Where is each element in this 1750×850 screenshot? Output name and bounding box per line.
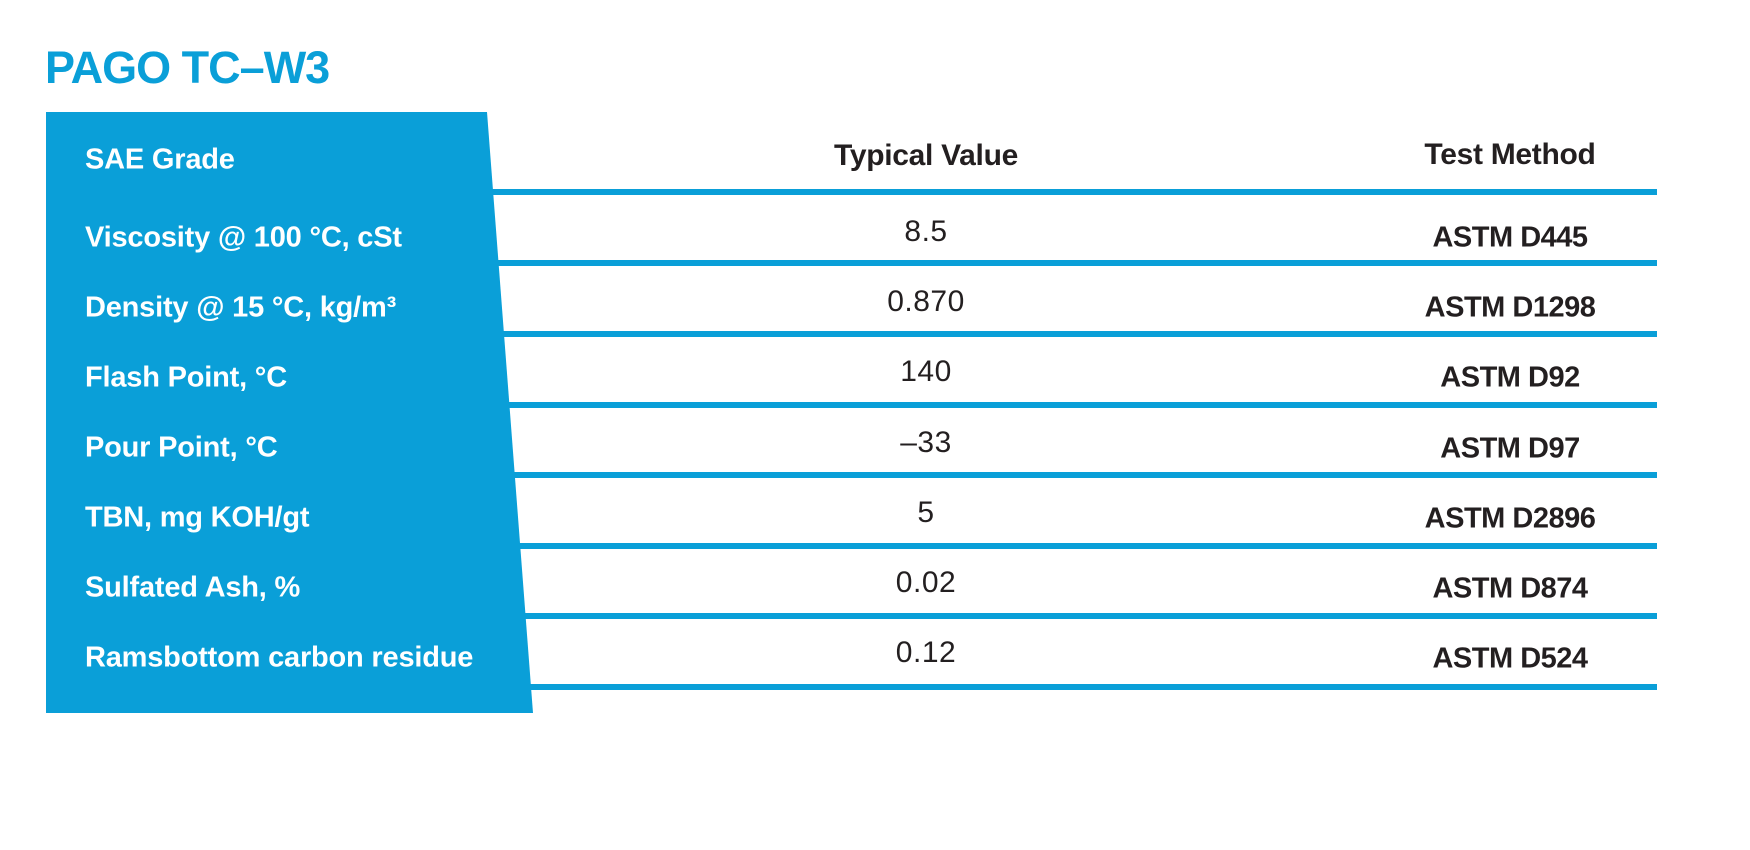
row-separator [460,331,1657,337]
property-panel [46,112,533,713]
page-title: PAGO TC–W3 [45,42,330,93]
row-label: Pour Point, °C [85,431,278,464]
row-separator [460,684,1657,690]
spec-value: 8.5 [904,215,948,248]
test-method: ASTM D97 [1440,432,1580,465]
test-method: ASTM D2896 [1424,502,1596,535]
row-label: Viscosity @ 100 °C, cSt [85,221,402,254]
grade-column-header: SAE Grade [85,143,235,176]
row-separator [460,543,1657,549]
row-label: Density @ 15 °C, kg/m³ [85,291,397,324]
row-separator [460,613,1657,619]
spec-value: 0.870 [887,285,965,318]
spec-value: –33 [900,426,952,459]
row-label: Sulfated Ash, % [85,571,301,604]
row-label: TBN, mg KOH/gt [85,501,310,534]
row-separator [460,260,1657,266]
row-separator [460,189,1657,195]
test-method: ASTM D445 [1432,221,1588,254]
spec-value: 5 [917,496,935,529]
spec-value: 0.12 [895,636,957,669]
row-separator [460,472,1657,478]
test-method-column-header: Test Method [1424,138,1596,171]
row-label: Ramsbottom carbon residue [85,641,474,674]
test-method: ASTM D1298 [1424,291,1596,324]
test-method: ASTM D874 [1432,572,1588,605]
row-separator [460,402,1657,408]
typical-value-column-header: Typical Value [834,139,1018,172]
test-method: ASTM D524 [1432,642,1588,675]
spec-value: 0.02 [895,566,957,599]
test-method: ASTM D92 [1440,361,1580,394]
row-label: Flash Point, °C [85,361,287,394]
spec-value: 140 [900,355,952,388]
